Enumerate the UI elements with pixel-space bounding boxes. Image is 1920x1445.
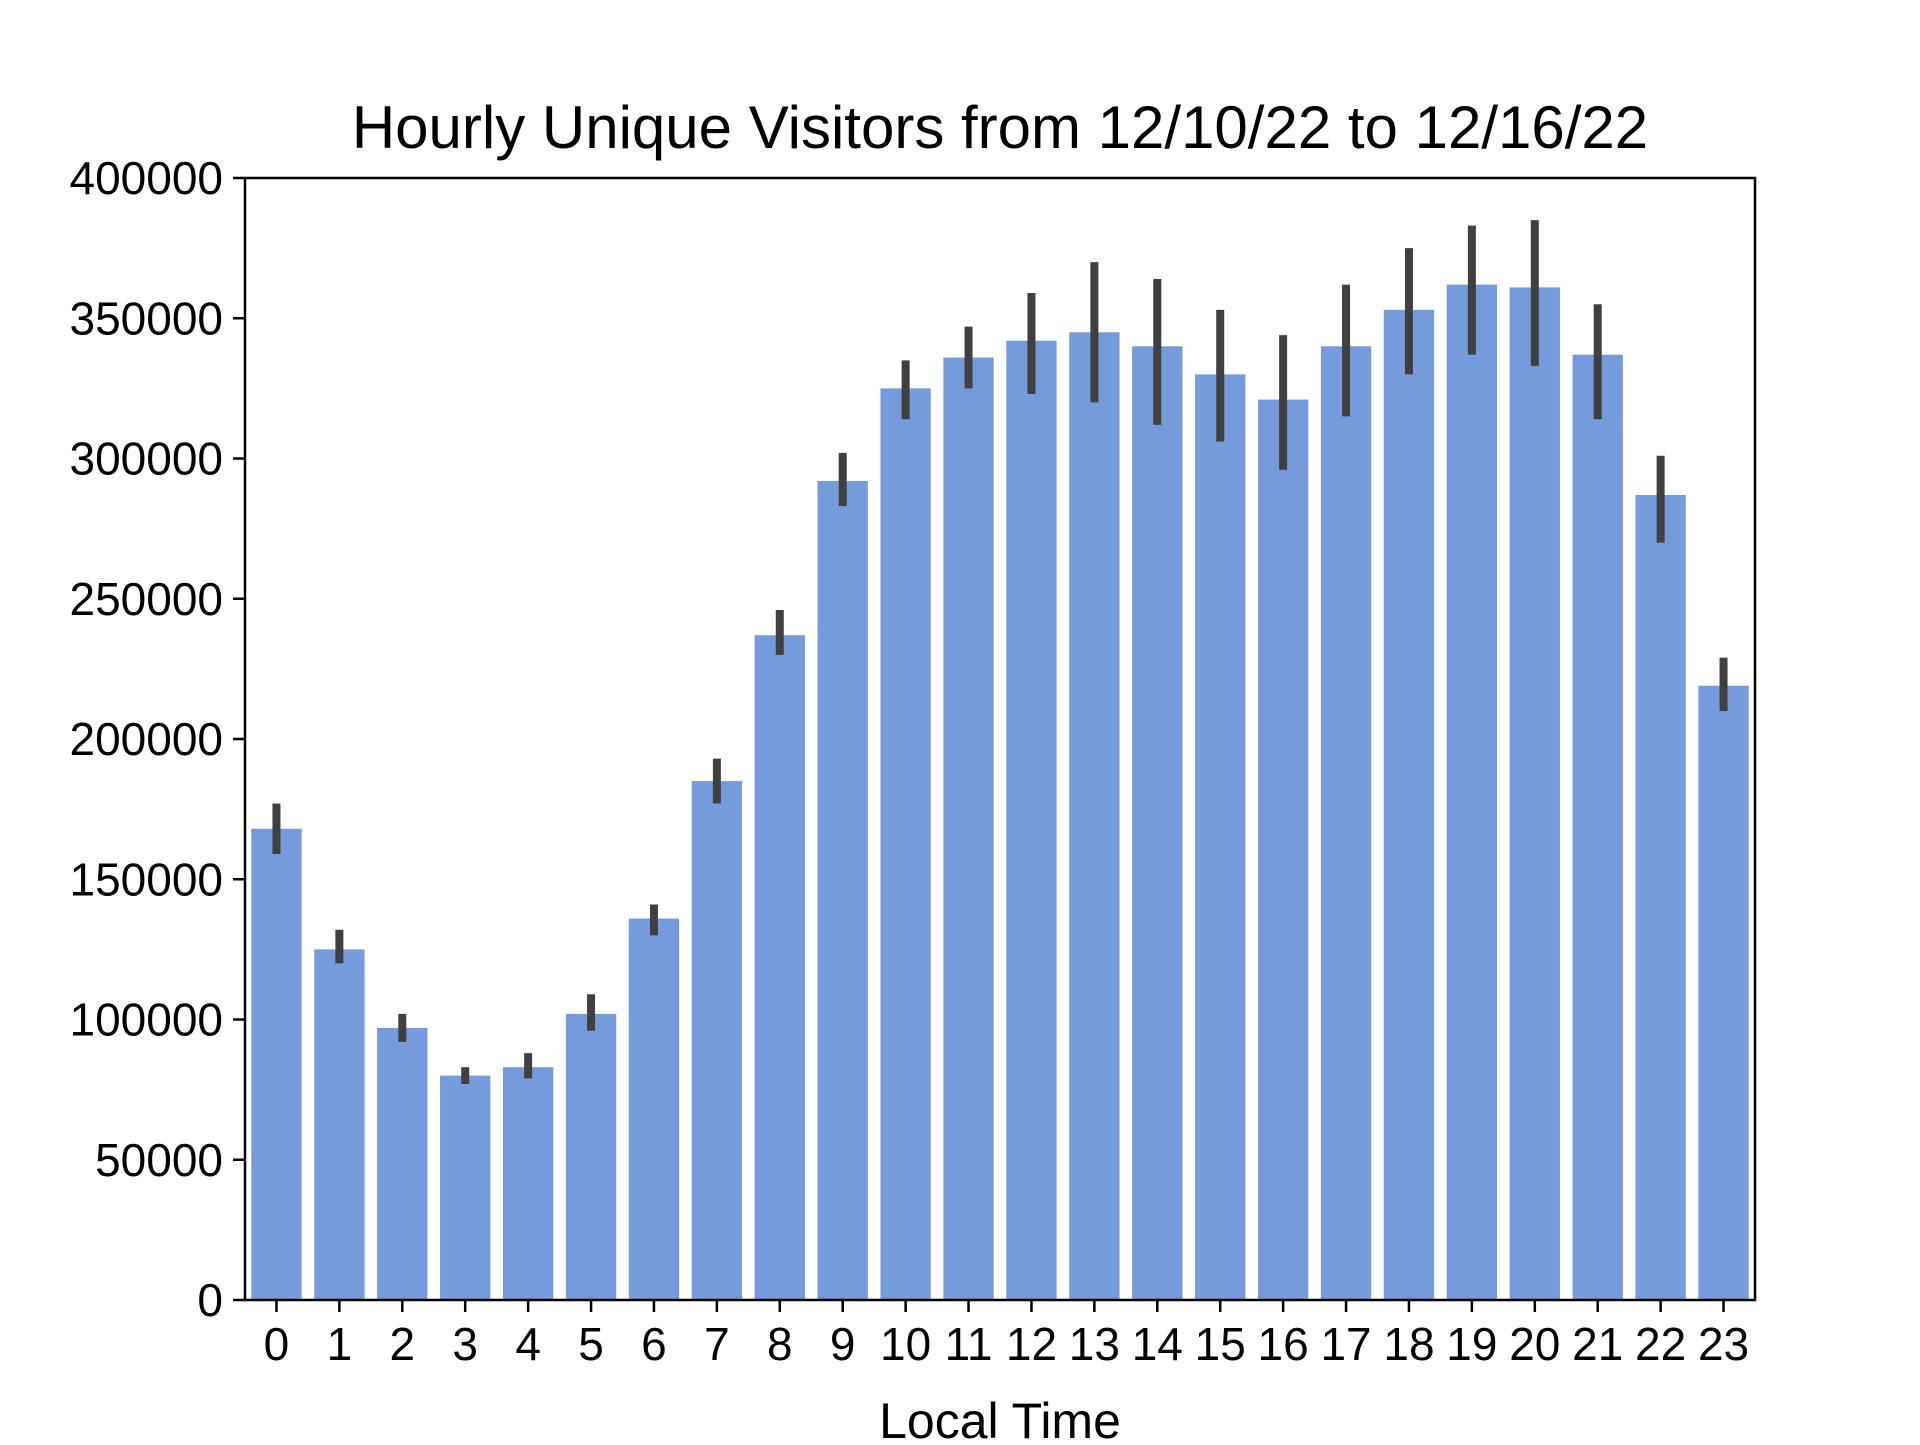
x-tick-label-5: 5 [578,1318,604,1370]
y-tick-label-250000: 250000 [70,573,224,625]
x-axis: 0 1 2 3 4 5 6 7 8 9 10 11 12 13 14 15 16 17 18 19 20 21 22 23 [264,1300,1749,1370]
x-tick-label-17: 17 [1320,1318,1371,1370]
bar-15 [1195,374,1246,1301]
x-tick-label-12: 12 [1006,1318,1057,1370]
x-tick-label-2: 2 [389,1318,415,1370]
x-tick-label-0: 0 [264,1318,290,1370]
bar-19 [1446,284,1498,1301]
bar-11 [943,357,994,1300]
bar-0 [251,828,302,1300]
bar-23 [1698,685,1749,1300]
x-tick-label-16: 16 [1258,1318,1309,1370]
x-tick-label-13: 13 [1069,1318,1120,1370]
bar-13 [1069,332,1120,1300]
bar-20 [1509,287,1560,1300]
bar-16 [1257,399,1309,1301]
bar-7 [691,781,743,1300]
bar-9 [817,480,868,1300]
x-tick-label-3: 3 [452,1318,478,1370]
x-tick-label-22: 22 [1635,1318,1686,1370]
bar-3 [440,1075,491,1300]
x-axis-label: Local Time [879,1393,1121,1440]
y-tick-label-400000: 400000 [70,152,224,204]
x-tick-label-23: 23 [1698,1318,1749,1370]
bar-6 [628,918,680,1300]
x-tick-label-19: 19 [1446,1318,1497,1370]
y-tick-label-150000: 150000 [70,853,224,905]
x-tick-label-7: 7 [704,1318,730,1370]
y-tick-label-300000: 300000 [70,433,224,485]
x-tick-label-18: 18 [1383,1318,1434,1370]
y-tick-label-100000: 100000 [70,994,224,1046]
bar-8 [754,635,805,1300]
bar-10 [880,388,931,1300]
error-bars-group [272,220,1728,1085]
x-tick-label-10: 10 [880,1318,931,1370]
x-tick-label-15: 15 [1195,1318,1246,1370]
y-tick-label-350000: 350000 [70,292,224,344]
y-axis: 0 50000 100000 150000 200000 250000 300000 3500… [70,152,245,1326]
bar-2 [377,1027,428,1300]
x-tick-label-11: 11 [945,1318,993,1370]
bar-17 [1320,346,1372,1300]
bar-12 [1006,340,1057,1300]
x-tick-label-21: 21 [1572,1318,1623,1370]
bar-22 [1635,494,1686,1301]
bar-14 [1132,346,1183,1300]
y-tick-label-200000: 200000 [70,713,224,765]
chart-title: Hourly Unique Visitors from 12/10/22 to … [352,94,1648,161]
x-tick-label-4: 4 [515,1318,541,1370]
y-tick-label-0: 0 [197,1274,223,1326]
x-tick-label-8: 8 [767,1318,793,1370]
bar-4 [502,1067,554,1300]
bar-21 [1572,354,1623,1301]
bar-5 [565,1013,617,1300]
x-tick-label-1: 1 [327,1318,353,1370]
x-tick-label-14: 14 [1132,1318,1183,1370]
bar-18 [1383,309,1435,1301]
x-tick-label-6: 6 [641,1318,667,1370]
bar-1 [314,949,365,1300]
x-tick-label-9: 9 [830,1318,856,1370]
y-tick-label-50000: 50000 [95,1134,223,1186]
x-tick-label-20: 20 [1509,1318,1560,1370]
bars-group [251,284,1749,1301]
